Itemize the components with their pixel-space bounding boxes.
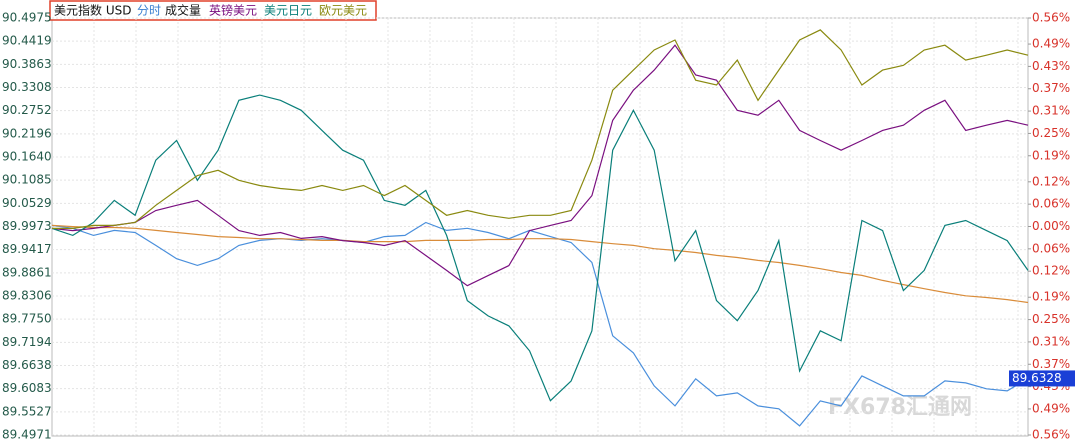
y2-tick-label: 0.49% bbox=[1032, 37, 1070, 51]
y-tick-label: 90.2196 bbox=[2, 126, 52, 140]
series-line bbox=[51, 94, 1029, 402]
legend: 美元指数 USD 分时 成交量 英镑美元 美元日元 欧元美元 bbox=[49, 0, 377, 21]
y-tick-label: 90.4975 bbox=[2, 11, 52, 25]
y2-tick-label: 0.43% bbox=[1032, 59, 1070, 73]
series-line bbox=[51, 44, 1029, 287]
series-line bbox=[52, 29, 1029, 229]
y-tick-label: 89.7750 bbox=[2, 312, 52, 326]
last-price-box bbox=[1009, 370, 1075, 387]
y-tick-label: 89.7194 bbox=[2, 335, 52, 349]
last-price-label: 89.6328 bbox=[1012, 371, 1062, 385]
y2-tick-label: 0.56% bbox=[1032, 428, 1070, 442]
y-tick-label: 90.1085 bbox=[2, 173, 52, 187]
y-tick-label: 90.4419 bbox=[2, 34, 52, 48]
y2-tick-label: 0.31% bbox=[1032, 334, 1070, 348]
y2-tick-label: 0.56% bbox=[1032, 11, 1070, 25]
y2-tick-label: 0.19% bbox=[1032, 148, 1070, 162]
y-tick-label: 90.3863 bbox=[2, 57, 52, 71]
y2-tick-label: 0.31% bbox=[1032, 104, 1070, 118]
watermark: FX678汇通网 bbox=[828, 395, 972, 420]
series-line bbox=[51, 224, 1029, 304]
legend-entry: 欧元美元 bbox=[319, 4, 367, 18]
y2-tick-label: 0.06% bbox=[1032, 241, 1070, 255]
y2-tick-label: 0.12% bbox=[1032, 264, 1070, 278]
series-line bbox=[51, 221, 1029, 427]
y-tick-label: 90.2752 bbox=[2, 103, 52, 117]
y2-tick-label: 0.06% bbox=[1032, 197, 1070, 211]
y-tick-label: 90.3308 bbox=[2, 80, 52, 94]
y-tick-label: 90.0529 bbox=[2, 196, 52, 210]
y-tick-label: 89.4971 bbox=[2, 428, 52, 442]
y-tick-label: 89.6083 bbox=[2, 381, 52, 395]
legend-title: 美元指数 USD bbox=[54, 3, 131, 18]
y2-tick-label: 0.12% bbox=[1032, 174, 1070, 188]
y2-tick-label: 0.19% bbox=[1032, 290, 1070, 304]
y-tick-label: 89.5527 bbox=[2, 404, 52, 418]
y2-tick-label: 0.37% bbox=[1032, 357, 1070, 371]
y-tick-label: 89.9973 bbox=[2, 219, 52, 233]
y-tick-label: 89.8306 bbox=[2, 288, 52, 302]
y2-tick-label: 0.00% bbox=[1032, 219, 1070, 233]
y-tick-label: 89.8861 bbox=[2, 265, 52, 279]
y-tick-label: 90.1640 bbox=[2, 150, 52, 164]
y-tick-label: 89.9417 bbox=[2, 242, 52, 256]
legend-entry: 美元日元 bbox=[264, 4, 312, 18]
legend-box bbox=[49, 0, 377, 21]
y2-tick-label: 0.25% bbox=[1032, 126, 1070, 140]
legend-entry: 英镑美元 bbox=[209, 3, 257, 18]
y2-tick-label: 0.25% bbox=[1032, 312, 1070, 326]
y2-tick-label: 0.37% bbox=[1032, 81, 1070, 95]
y2-tick-label: 0.49% bbox=[1032, 401, 1070, 415]
y-tick-label: 89.6638 bbox=[2, 358, 52, 372]
legend-volume: 成交量 bbox=[165, 3, 201, 18]
legend-mode: 分时 bbox=[137, 4, 161, 18]
